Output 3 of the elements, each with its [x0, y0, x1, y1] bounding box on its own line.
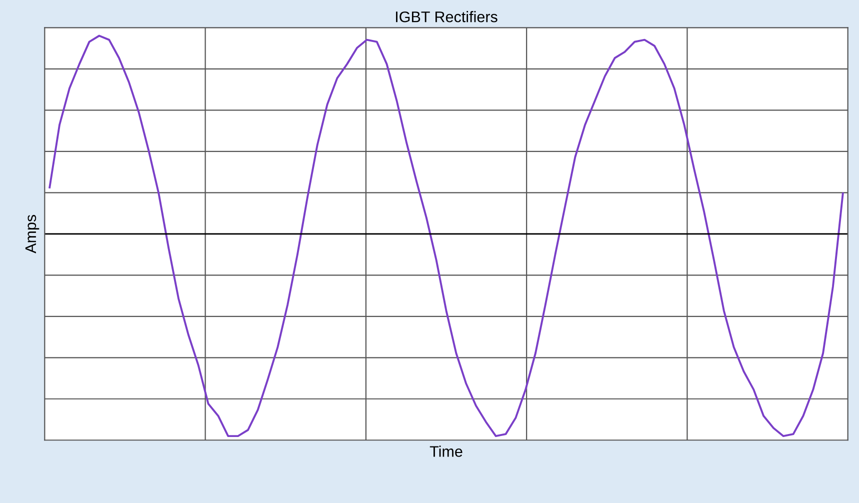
x-axis-title: Time [430, 446, 462, 457]
y-axis-title: Amps [25, 214, 40, 254]
chart-title: IGBT Rectifiers [396, 11, 498, 22]
